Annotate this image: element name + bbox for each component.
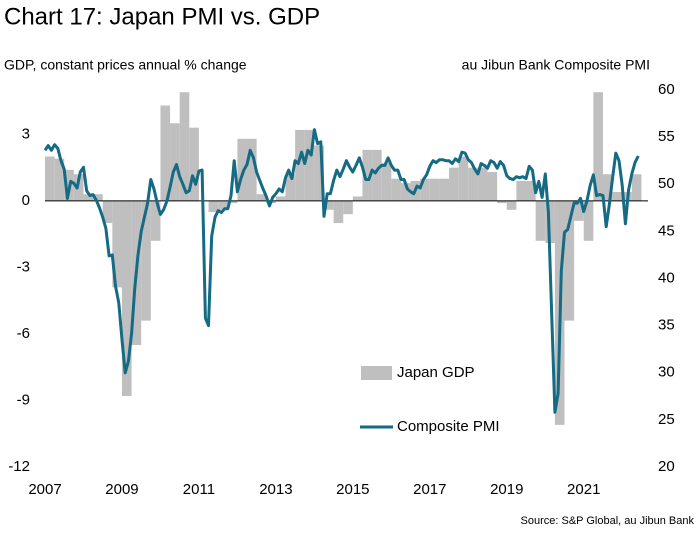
bar xyxy=(516,180,527,201)
bar xyxy=(391,178,401,201)
bar xyxy=(352,196,363,201)
bar xyxy=(487,172,498,201)
bar xyxy=(458,156,469,201)
bar xyxy=(237,138,248,201)
bar xyxy=(449,167,459,201)
legend-label: Composite PMI xyxy=(397,418,500,435)
bar xyxy=(372,149,382,201)
bar xyxy=(285,174,296,201)
bar xyxy=(141,200,151,321)
x-tick-label: 2013 xyxy=(259,481,292,498)
y-axis-label: GDP, constant prices annual % change xyxy=(4,57,247,73)
y-tick-label: -12 xyxy=(8,458,30,475)
bar xyxy=(218,200,228,210)
y-tick-label: 3 xyxy=(22,125,30,142)
bar xyxy=(362,149,373,201)
y2-tick-label: 40 xyxy=(658,269,675,286)
bar xyxy=(381,163,392,201)
bar xyxy=(602,174,613,201)
bar xyxy=(564,200,575,321)
bar xyxy=(574,200,584,221)
y2-tick-label: 45 xyxy=(658,222,675,239)
bar xyxy=(179,92,190,201)
bar xyxy=(93,194,103,201)
y2-tick-label: 35 xyxy=(658,317,675,334)
bar xyxy=(497,200,507,204)
bar xyxy=(208,200,219,212)
bar xyxy=(314,145,324,201)
y2-tick-label: 55 xyxy=(658,128,675,145)
y2-tick-label: 60 xyxy=(658,81,675,98)
legend-swatch xyxy=(361,366,392,380)
bar xyxy=(400,183,411,201)
bar xyxy=(45,156,55,201)
bar xyxy=(468,167,478,201)
bar xyxy=(439,178,450,201)
y2-tick-label: 50 xyxy=(658,175,675,192)
bar xyxy=(420,178,430,201)
bar xyxy=(170,123,180,201)
y2-axis-label: au Jibun Bank Composite PMI xyxy=(462,57,650,73)
bar xyxy=(535,200,546,241)
bar xyxy=(506,200,517,210)
bar xyxy=(612,192,623,201)
bar xyxy=(275,196,286,201)
bar xyxy=(54,158,65,201)
source: Source: S&P Global, au Jibun Bank xyxy=(521,515,695,527)
bar xyxy=(121,200,132,397)
bar xyxy=(295,129,305,201)
bar xyxy=(343,200,353,215)
x-tick-label: 2017 xyxy=(413,481,446,498)
bar xyxy=(583,200,594,241)
bar xyxy=(631,174,642,201)
y-tick-label: -9 xyxy=(17,391,30,408)
bar xyxy=(477,167,488,201)
bar xyxy=(304,129,315,201)
bar xyxy=(160,105,171,201)
y-tick-label: -3 xyxy=(17,258,30,275)
bar xyxy=(247,138,257,201)
bar xyxy=(323,200,334,210)
chart-title: Chart 17: Japan PMI vs. GDP xyxy=(4,3,320,30)
y-tick-label: -6 xyxy=(17,325,30,342)
x-tick-label: 2007 xyxy=(28,481,61,498)
bar xyxy=(112,200,122,288)
x-tick-label: 2009 xyxy=(105,481,138,498)
x-tick-label: 2015 xyxy=(336,481,369,498)
bar xyxy=(102,200,113,224)
bar xyxy=(189,127,199,201)
x-tick-label: 2021 xyxy=(567,481,600,498)
y2-tick-label: 25 xyxy=(658,411,675,428)
x-tick-label: 2019 xyxy=(490,481,523,498)
bar xyxy=(150,200,161,241)
bar xyxy=(256,194,267,201)
y-tick-label: 0 xyxy=(22,192,30,209)
bar xyxy=(429,178,440,201)
x-tick-label: 2011 xyxy=(183,481,215,498)
bar xyxy=(227,200,238,204)
pmi-line xyxy=(43,128,640,414)
legend-label: Japan GDP xyxy=(397,364,475,381)
bar xyxy=(526,180,536,201)
bar xyxy=(333,200,344,224)
y2-tick-label: 30 xyxy=(658,364,675,381)
bar xyxy=(593,92,603,201)
bar xyxy=(83,194,94,201)
y2-tick-label: 20 xyxy=(658,458,675,475)
